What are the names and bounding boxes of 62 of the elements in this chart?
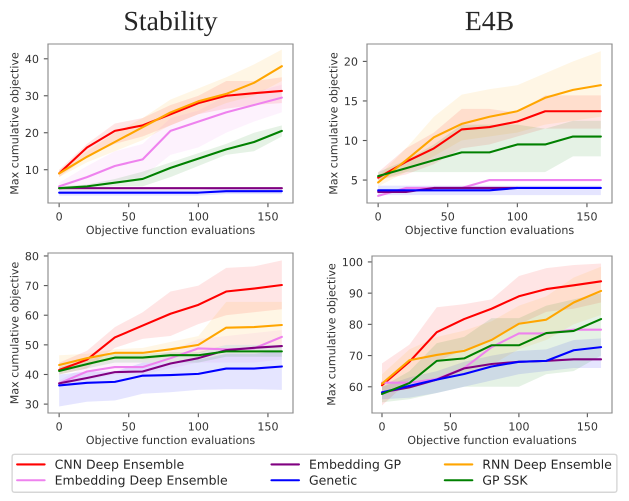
x-tick-label: 100 <box>188 422 208 431</box>
y-axis-title: Max cumulative objective <box>10 52 21 194</box>
y-tick-label: 70 <box>350 352 362 360</box>
line-series <box>58 324 283 366</box>
x-tick-label: 50 <box>122 422 136 431</box>
y-axis-title: Max cumulative objective <box>328 52 340 194</box>
line-series <box>58 344 283 384</box>
x-axis-title: Objective function evaluations <box>408 436 576 446</box>
y-tick-label: 60 <box>26 311 38 320</box>
y-tick-label: 50 <box>26 340 38 350</box>
y-axis-title: Max cumulative objective <box>10 262 21 404</box>
y-tick-label: 70 <box>26 282 38 290</box>
y-tick-label: 10 <box>345 136 358 145</box>
x-tick-label: 0 <box>379 422 385 431</box>
y-tick-label: 20 <box>344 57 358 66</box>
x-axis-title: Objective function evaluations <box>405 226 574 236</box>
chart-title: Stability <box>125 10 218 36</box>
y-tick-label: 80 <box>26 252 38 260</box>
legend-label: Genetic <box>310 475 356 485</box>
y-tick-label: 5 <box>352 176 357 184</box>
y-tick-label: 40 <box>25 54 38 64</box>
x-tick-label: 0 <box>56 422 62 431</box>
x-tick-label: 0 <box>56 212 62 221</box>
x-tick-label: 50 <box>442 212 454 221</box>
y-tick-label: 20 <box>26 128 38 138</box>
legend-label: Embedding Deep Ensemble <box>56 475 228 488</box>
y-tick-label: 60 <box>350 382 362 392</box>
x-tick-label: 150 <box>578 422 598 431</box>
line-series <box>377 110 602 179</box>
line-series <box>58 365 283 386</box>
line-series <box>380 328 602 384</box>
legend-label: RNN Deep Ensemble <box>484 459 612 472</box>
x-tick-label: 100 <box>188 212 208 221</box>
x-tick-label: 150 <box>258 422 278 431</box>
y-tick-label: 30 <box>26 92 38 100</box>
line-series <box>58 350 283 372</box>
legend-label: CNN Deep Ensemble <box>55 459 184 472</box>
y-tick-label: 10 <box>26 166 38 174</box>
y-tick-label: 80 <box>350 320 362 329</box>
x-tick-label: 0 <box>375 212 381 221</box>
x-tick-label: 50 <box>444 422 457 431</box>
x-axis-title: Objective function evaluations <box>86 226 255 236</box>
x-axis-title: Objective function evaluations <box>86 436 255 446</box>
y-tick-label: 30 <box>26 400 38 408</box>
line-series <box>58 90 283 174</box>
y-tick-label: 15 <box>345 97 357 106</box>
chart-title: E4B <box>466 12 513 30</box>
y-axis-title: Max cumulative objective <box>326 264 338 405</box>
line-series <box>380 346 602 394</box>
legend-label: GP SSK <box>483 475 528 485</box>
x-tick-label: 150 <box>578 212 597 221</box>
x-tick-label: 150 <box>258 212 278 221</box>
x-tick-label: 100 <box>510 422 529 431</box>
x-tick-label: 50 <box>122 212 136 221</box>
line-series <box>377 136 602 178</box>
legend-label: Embedding GP <box>310 459 401 472</box>
y-tick-label: 40 <box>25 370 38 379</box>
y-tick-label: 100 <box>342 258 362 266</box>
x-tick-label: 100 <box>508 212 528 221</box>
line-series <box>380 318 602 396</box>
y-tick-label: 90 <box>350 289 362 298</box>
line-series <box>58 284 283 372</box>
